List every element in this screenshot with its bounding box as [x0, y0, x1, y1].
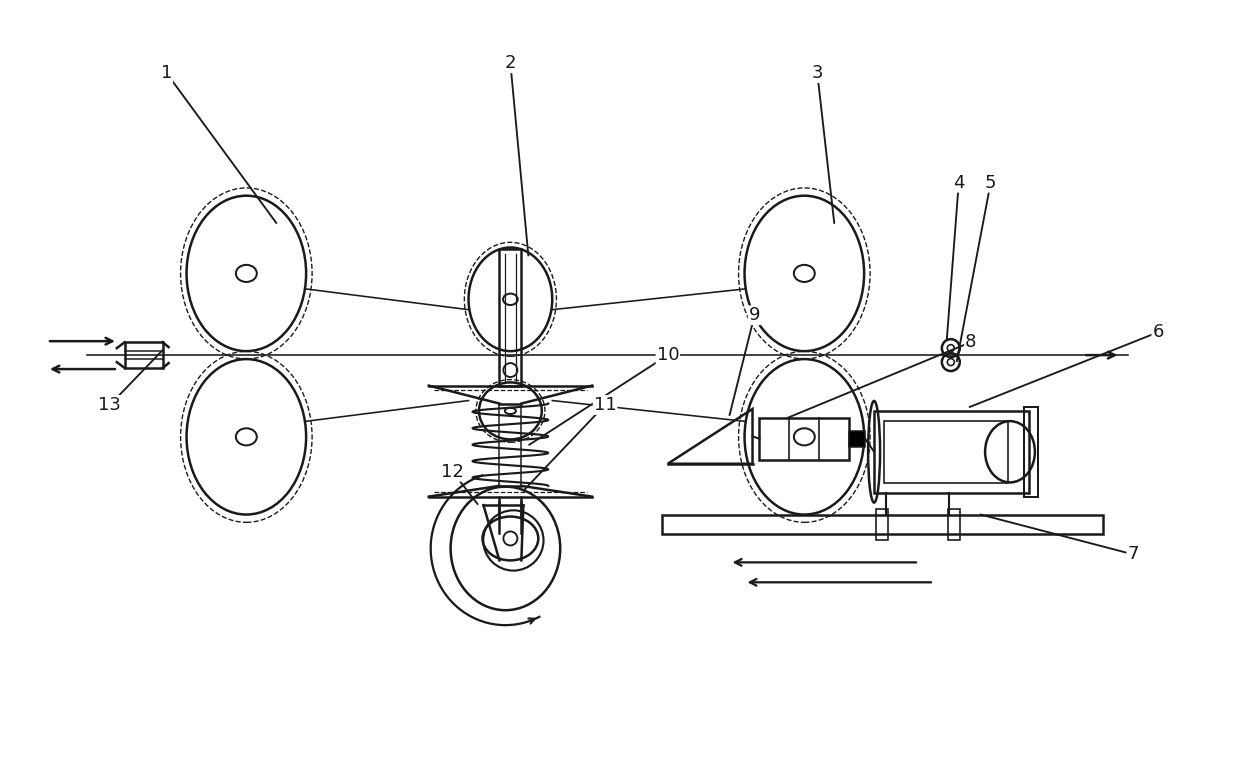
Bar — [760, 418, 849, 460]
Bar — [499, 249, 522, 385]
Text: 6: 6 — [1152, 323, 1163, 341]
Text: 4: 4 — [953, 174, 964, 192]
Text: 2: 2 — [504, 54, 517, 72]
Bar — [662, 514, 1103, 535]
Bar — [876, 509, 888, 541]
Bar — [873, 411, 1028, 493]
Bar — [948, 509, 960, 541]
Text: 11: 11 — [593, 396, 617, 414]
Text: 5: 5 — [985, 174, 996, 192]
Text: 7: 7 — [1127, 545, 1139, 563]
Bar — [125, 342, 162, 368]
Bar — [885, 420, 1007, 483]
Text: 1: 1 — [161, 64, 172, 82]
Bar — [849, 431, 865, 447]
Text: 12: 12 — [441, 462, 465, 481]
Bar — [1023, 407, 1037, 497]
Text: 3: 3 — [812, 64, 823, 82]
Text: 9: 9 — [748, 306, 761, 324]
Text: 13: 13 — [98, 396, 121, 414]
Text: 8: 8 — [965, 333, 976, 351]
Text: 10: 10 — [657, 346, 679, 364]
